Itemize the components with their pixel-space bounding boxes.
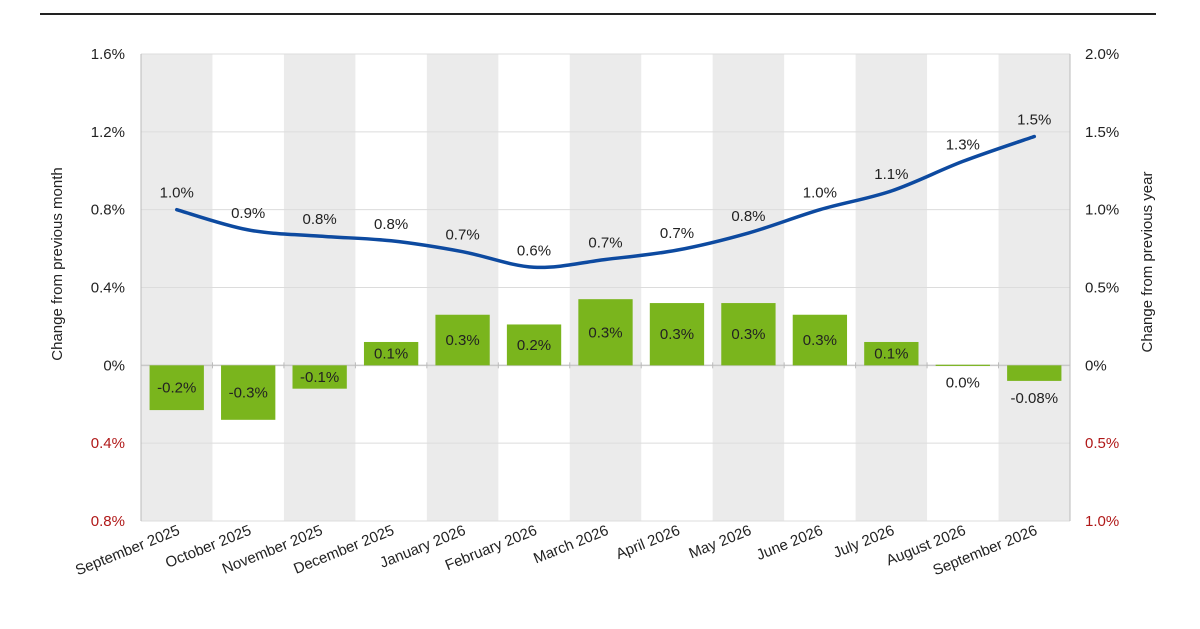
left-axis-title: Change from previous month xyxy=(49,167,66,360)
x-tick-label: March 2026 xyxy=(531,522,611,567)
bar-label: -0.2% xyxy=(157,380,196,397)
line-label: 0.8% xyxy=(374,216,408,233)
line-label: 0.6% xyxy=(517,242,551,259)
bar xyxy=(578,299,633,366)
right-tick-label: 1.0% xyxy=(1085,202,1119,219)
left-tick-label: 0.8% xyxy=(91,513,125,530)
bar xyxy=(292,365,347,389)
bar xyxy=(864,341,919,366)
bar xyxy=(649,303,705,366)
line-label: 0.9% xyxy=(231,205,265,222)
bar-label: 0.2% xyxy=(517,337,551,354)
x-tick-label: June 2026 xyxy=(754,522,825,564)
line-label: 0.7% xyxy=(588,234,622,251)
right-axis-title: Change from previous year xyxy=(1139,172,1156,353)
right-tick-label: 1.0% xyxy=(1085,513,1119,530)
bar-label: -0.3% xyxy=(229,385,268,402)
left-tick-label: 1.2% xyxy=(91,124,125,141)
line-label: 1.5% xyxy=(1017,112,1051,129)
right-tick-label: 2.0% xyxy=(1085,46,1119,63)
line-label: 1.0% xyxy=(160,185,194,202)
left-tick-label: 1.6% xyxy=(91,46,125,63)
bar xyxy=(935,364,990,366)
x-tick-label: May 2026 xyxy=(686,522,753,562)
bar xyxy=(363,341,419,366)
bar-label: 0.3% xyxy=(660,326,694,343)
line-label: 0.7% xyxy=(445,227,479,244)
right-tick-label: 0% xyxy=(1085,357,1107,374)
bar-label: 0.0% xyxy=(946,374,980,391)
left-tick-label: 0.8% xyxy=(91,202,125,219)
bar-label: 0.3% xyxy=(445,332,479,349)
bar-label: -0.1% xyxy=(300,369,339,386)
x-tick-label: September 2025 xyxy=(73,522,182,579)
right-tick-label: 1.5% xyxy=(1085,124,1119,141)
line-label: 1.1% xyxy=(874,166,908,183)
bar-label: 0.1% xyxy=(874,346,908,363)
bar-label: 0.1% xyxy=(374,346,408,363)
line-label: 1.0% xyxy=(803,185,837,202)
bar-label: 0.3% xyxy=(731,326,765,343)
line-label: 0.8% xyxy=(731,208,765,225)
x-tick-label: April 2026 xyxy=(613,522,682,563)
bar-label: 0.3% xyxy=(803,332,837,349)
bar-series xyxy=(149,299,1062,420)
line-label: 0.8% xyxy=(303,211,337,228)
data-labels: -0.2% -0.3% -0.1% 0.1% 0.3% 0.2% 0.3% 0.3% 0.3% 0… xyxy=(157,112,1058,407)
bar xyxy=(435,314,490,366)
bar xyxy=(149,365,204,411)
right-tick-label: 0.5% xyxy=(1085,435,1119,452)
bar xyxy=(221,365,276,420)
bar-label: 0.3% xyxy=(588,324,622,341)
right-tick-label: 0.5% xyxy=(1085,280,1119,297)
bar-label: -0.08% xyxy=(1011,390,1059,407)
left-tick-label: 0.4% xyxy=(91,435,125,452)
line-label: 1.3% xyxy=(946,136,980,153)
bar xyxy=(1007,365,1062,381)
left-tick-label: 0% xyxy=(103,357,125,374)
bar xyxy=(506,324,562,366)
bar xyxy=(792,314,848,366)
line-label: 0.7% xyxy=(660,225,694,242)
left-tick-label: 0.4% xyxy=(91,280,125,297)
line-series xyxy=(174,134,1037,270)
axes: 1.6% 1.2% 0.8% 0.4% 0% 0.4% 0.8% 2.0% 1.5% 1.0% 0.… xyxy=(91,46,1119,530)
bar xyxy=(721,303,776,366)
